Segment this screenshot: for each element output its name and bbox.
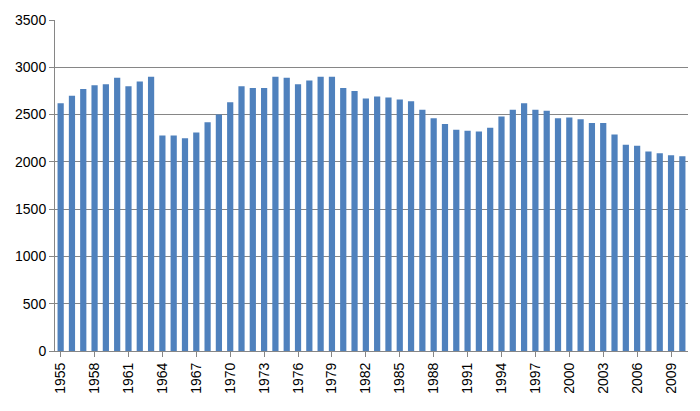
svg-text:1955: 1955: [52, 362, 68, 393]
svg-text:1961: 1961: [120, 362, 136, 393]
svg-text:1964: 1964: [154, 362, 170, 393]
svg-text:1994: 1994: [493, 362, 509, 393]
svg-text:2500: 2500: [15, 106, 46, 122]
svg-text:2003: 2003: [595, 362, 611, 393]
svg-text:2009: 2009: [663, 362, 679, 393]
svg-text:2006: 2006: [629, 362, 645, 393]
svg-text:1991: 1991: [459, 362, 475, 393]
svg-text:1982: 1982: [357, 362, 373, 393]
svg-text:1967: 1967: [188, 362, 204, 393]
svg-text:1997: 1997: [527, 362, 543, 393]
svg-text:1958: 1958: [86, 362, 102, 393]
svg-text:1979: 1979: [323, 362, 339, 393]
svg-text:1976: 1976: [290, 362, 306, 393]
svg-text:3000: 3000: [15, 59, 46, 75]
svg-text:1970: 1970: [222, 362, 238, 393]
svg-text:500: 500: [23, 296, 47, 312]
svg-text:1985: 1985: [391, 362, 407, 393]
svg-text:0: 0: [38, 343, 46, 359]
svg-text:2000: 2000: [15, 154, 46, 170]
svg-text:3500: 3500: [15, 12, 46, 28]
svg-text:1500: 1500: [15, 201, 46, 217]
svg-text:2000: 2000: [561, 362, 577, 393]
svg-text:1000: 1000: [15, 248, 46, 264]
svg-text:1973: 1973: [256, 362, 272, 393]
svg-text:1988: 1988: [425, 362, 441, 393]
